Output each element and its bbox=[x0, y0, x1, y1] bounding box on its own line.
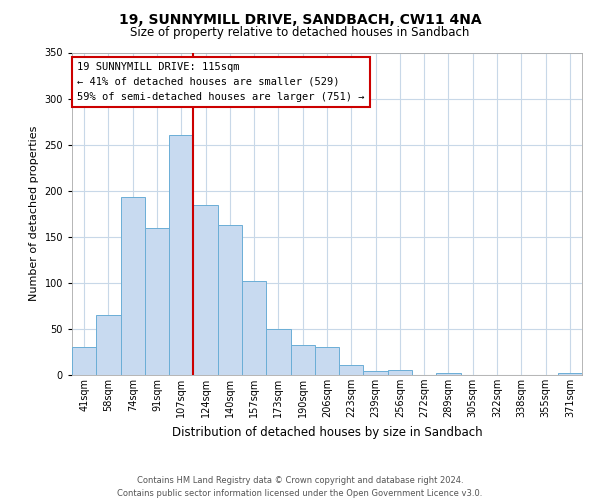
Bar bbox=[169, 134, 193, 375]
Bar bbox=[364, 372, 388, 375]
Bar bbox=[315, 348, 339, 375]
Bar bbox=[436, 373, 461, 375]
Text: Size of property relative to detached houses in Sandbach: Size of property relative to detached ho… bbox=[130, 26, 470, 39]
Text: 19, SUNNYMILL DRIVE, SANDBACH, CW11 4NA: 19, SUNNYMILL DRIVE, SANDBACH, CW11 4NA bbox=[119, 12, 481, 26]
Bar bbox=[121, 197, 145, 375]
Bar bbox=[242, 281, 266, 375]
Bar bbox=[558, 373, 582, 375]
Bar bbox=[388, 370, 412, 375]
Text: Contains HM Land Registry data © Crown copyright and database right 2024.
Contai: Contains HM Land Registry data © Crown c… bbox=[118, 476, 482, 498]
Bar bbox=[193, 206, 218, 375]
Bar bbox=[266, 329, 290, 375]
Text: 19 SUNNYMILL DRIVE: 115sqm
← 41% of detached houses are smaller (529)
59% of sem: 19 SUNNYMILL DRIVE: 115sqm ← 41% of deta… bbox=[77, 62, 365, 102]
Y-axis label: Number of detached properties: Number of detached properties bbox=[29, 126, 39, 302]
Bar bbox=[145, 228, 169, 375]
Bar bbox=[72, 348, 96, 375]
Bar bbox=[339, 365, 364, 375]
X-axis label: Distribution of detached houses by size in Sandbach: Distribution of detached houses by size … bbox=[172, 426, 482, 438]
Bar bbox=[290, 344, 315, 375]
Bar bbox=[96, 315, 121, 375]
Bar bbox=[218, 225, 242, 375]
